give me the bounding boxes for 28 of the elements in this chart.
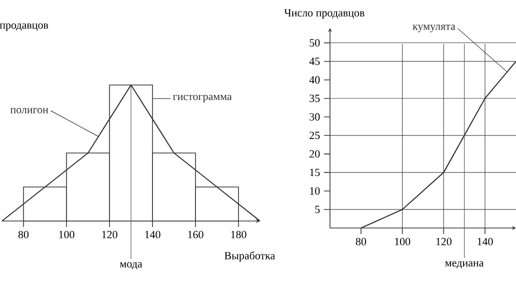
y-tick-label: 35	[310, 94, 320, 102]
y-tick-label: 5	[315, 206, 320, 214]
x-tick-label: 100	[59, 230, 74, 238]
x-tick-label: 100	[395, 238, 410, 246]
y-tick-label: 45	[309, 58, 320, 66]
ref-line-label: медиана	[445, 261, 484, 269]
x-tick-label: 160	[188, 230, 204, 238]
y-tick-label: 20	[310, 150, 320, 158]
y-tick-label: 40	[309, 76, 320, 84]
y-tick-label: 10	[310, 187, 320, 195]
y-axis-title: Число продавцов	[284, 9, 364, 19]
y-tick-label: 25	[310, 132, 320, 140]
y-axis-title: продавцов	[0, 23, 48, 31]
y-tick-label: 30	[310, 113, 320, 121]
x-tick-label: 140	[478, 238, 493, 246]
x-tick-label: 180	[231, 230, 246, 238]
x-tick-label: 80	[18, 230, 29, 238]
x-tick-label: 140	[145, 230, 160, 238]
x-tick-label: 80	[356, 238, 366, 246]
y-tick-label: 15	[310, 168, 320, 176]
x-axis-title: Выработка	[224, 251, 276, 262]
annotation: гистограмма	[173, 94, 232, 102]
annotation: полигон	[10, 108, 48, 114]
annotation: кумулята	[412, 24, 456, 32]
ref-line-label: мода	[120, 262, 142, 270]
x-tick-label: 120	[102, 230, 118, 238]
y-tick-label: 50	[310, 39, 320, 47]
x-tick-label: 120	[436, 238, 452, 246]
